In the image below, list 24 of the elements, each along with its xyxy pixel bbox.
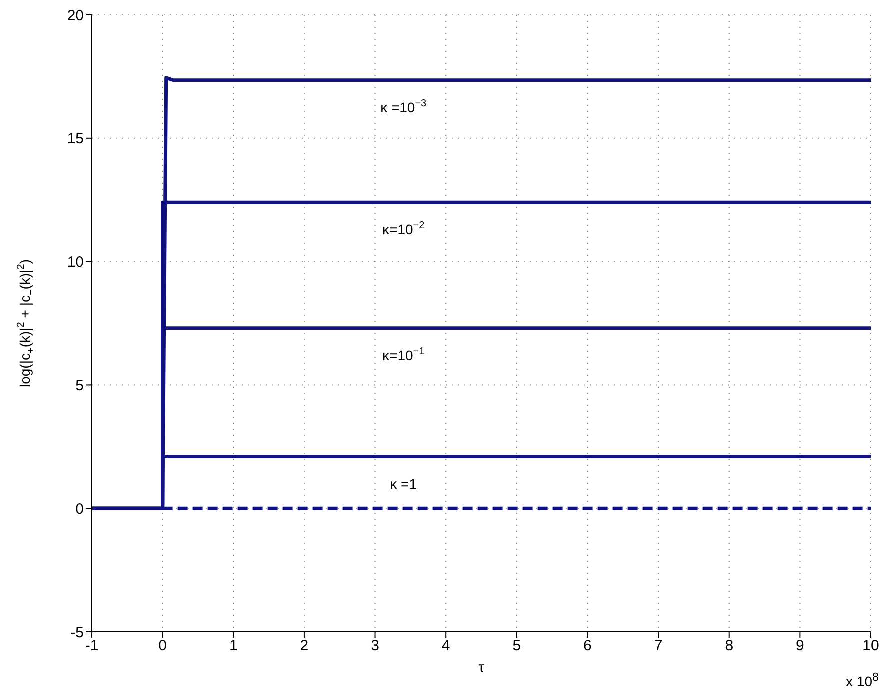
x-tick-label: 9 bbox=[796, 638, 804, 655]
annotation: κ =10$^{−3}$ bbox=[380, 98, 428, 116]
x-tick-label: 1 bbox=[229, 638, 238, 655]
annotation: κ=10$^{−1}$ bbox=[382, 346, 426, 364]
x-tick-label: 10 bbox=[862, 638, 880, 655]
x-tick-label: 2 bbox=[300, 638, 309, 655]
y-tick-label: 0 bbox=[76, 500, 84, 518]
annotation: κ =1 bbox=[390, 476, 418, 492]
x-axis-title: τ bbox=[478, 659, 485, 675]
x-tick-label: 7 bbox=[654, 638, 663, 655]
x-tick-label: 4 bbox=[442, 638, 450, 655]
x-tick-label: 5 bbox=[512, 638, 522, 655]
y-tick-label: 5 bbox=[76, 378, 84, 395]
x-tick-label: 3 bbox=[371, 638, 380, 655]
x-tick-label: 0 bbox=[158, 638, 167, 655]
y-tick-label: 10 bbox=[67, 254, 84, 272]
y-tick-label: 20 bbox=[67, 7, 84, 24]
x-tick-label: 8 bbox=[725, 638, 734, 655]
annotation: κ=10$^{−2}$ bbox=[382, 220, 426, 238]
x-tick-label: -1 bbox=[85, 638, 99, 655]
y-tick-label: 15 bbox=[67, 130, 84, 148]
x-tick-label: 6 bbox=[584, 638, 592, 655]
text: x 10$^{8}$ bbox=[846, 671, 879, 690]
y-tick-label: -5 bbox=[70, 624, 84, 642]
